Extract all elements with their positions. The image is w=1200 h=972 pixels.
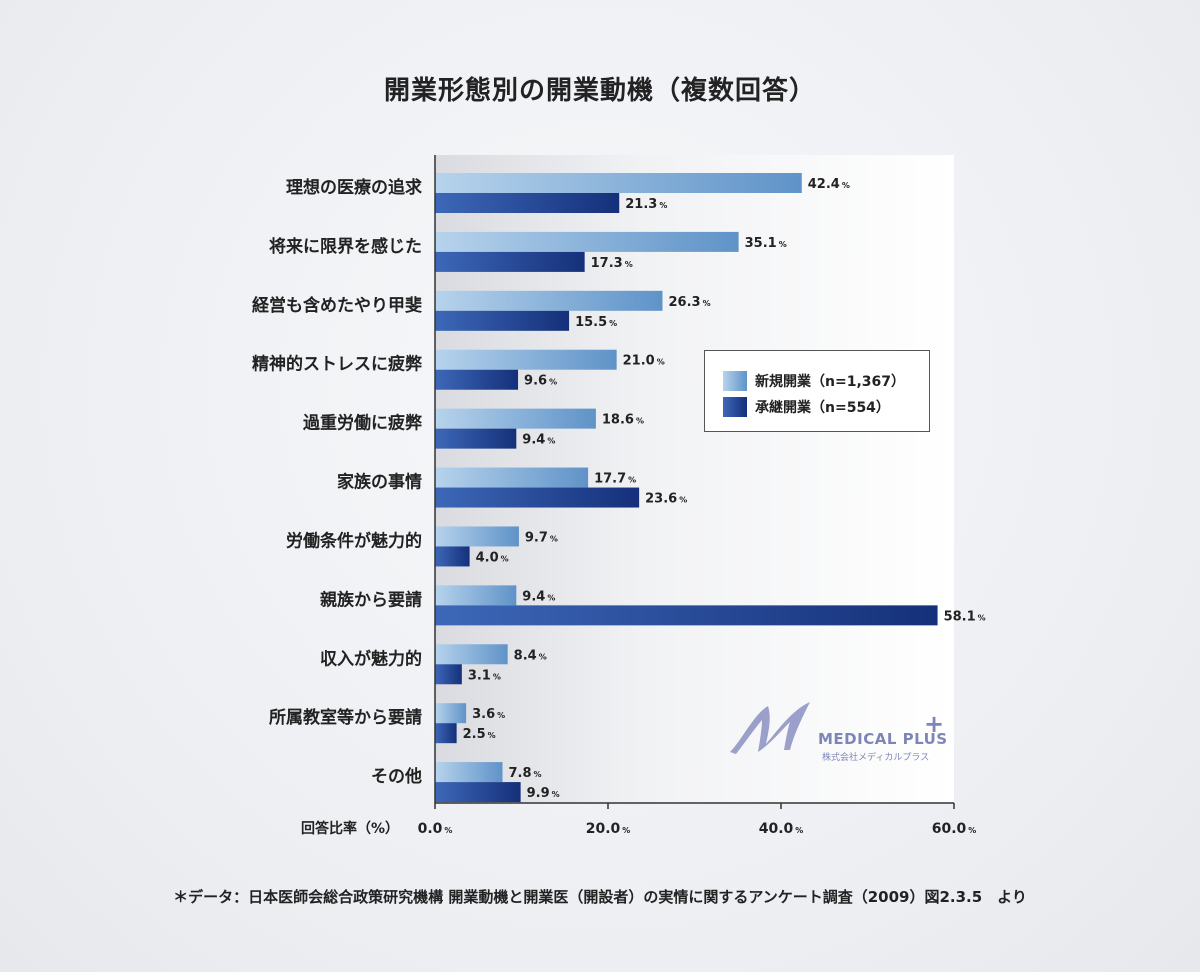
legend-swatch-new (723, 371, 747, 391)
bars-group: 42.4 % 21.3 % 35.1 % 17.3 % 26.3 % 15.5 % 21.0 % 9.6 % 1… (435, 173, 986, 803)
bar-succession (435, 605, 938, 626)
data-label: 58.1% (944, 609, 986, 624)
axes-group: 理想の医療の追求将来に限界を感じた経営も含めたやり甲斐精神的ストレスに疲弊過重労… (252, 155, 976, 837)
category-label: 家族の事情 (337, 472, 422, 493)
bar-succession (435, 428, 517, 449)
legend: 新規開業（n=1,367） 承継開業（n=554） (704, 350, 930, 432)
data-label: 9.7% (525, 530, 558, 545)
data-label: 18.6% (602, 413, 644, 428)
logo-text: MEDICAL PLUS (818, 730, 948, 748)
data-label: 9.4% (522, 433, 555, 448)
legend-label-succ: 承継開業（n=554） (755, 400, 890, 416)
x-tick-label: 40.0% (759, 821, 804, 837)
category-label: 精神的ストレスに疲弊 (252, 354, 423, 375)
data-label: 3.1% (468, 668, 501, 683)
x-tick-label: 0.0% (418, 821, 453, 837)
footnote: ＊データ：日本医師会総合政策研究機構 開業動機と開業医（開設者）の実情に関するア… (173, 888, 1027, 906)
x-tick-label: 20.0% (586, 821, 631, 837)
bar-succession (435, 546, 470, 567)
bar-succession (435, 369, 519, 390)
bar-new (435, 585, 517, 606)
category-label: 経営も含めたやり甲斐 (252, 295, 423, 316)
bar-new (435, 703, 467, 724)
category-label: 過重労働に疲弊 (303, 413, 423, 434)
bar-succession (435, 487, 640, 508)
x-tick-label: 60.0% (932, 821, 977, 837)
bar-new (435, 467, 589, 488)
data-label: 35.1% (745, 236, 787, 251)
data-label: 15.5% (575, 315, 617, 330)
bar-succession (435, 664, 462, 685)
bar-new (435, 762, 503, 783)
bar-new (435, 644, 508, 665)
chart-title: 開業形態別の開業動機（複数回答） (383, 76, 816, 106)
category-label: その他 (371, 766, 422, 787)
legend-swatch-succ (723, 397, 747, 417)
legend-item-new: 新規開業（n=1,367） (723, 370, 905, 392)
bar-new (435, 408, 596, 429)
data-label: 21.3% (625, 197, 667, 212)
data-label: 23.6% (645, 492, 687, 507)
bar-succession (435, 782, 521, 803)
category-label: 労働条件が魅力的 (286, 530, 422, 551)
data-label: 4.0% (476, 550, 509, 565)
bar-succession (435, 193, 620, 213)
bar-new (435, 173, 802, 193)
bar-succession (435, 310, 570, 331)
bar-succession (435, 251, 585, 272)
data-label: 17.3% (591, 256, 633, 271)
bar-new (435, 526, 519, 547)
bar-new (435, 290, 663, 311)
data-label: 9.4% (522, 589, 555, 604)
legend-item-succ: 承継開業（n=554） (723, 396, 890, 418)
medical-plus-logo: + MEDICAL PLUS 株式会社メディカルプラス (728, 700, 948, 770)
data-label: 7.8% (508, 766, 541, 781)
data-label: 26.3% (668, 295, 710, 310)
data-label: 9.6% (524, 374, 557, 389)
logo-subtext: 株式会社メディカルプラス (822, 753, 930, 763)
category-label: 理想の医療の追求 (286, 177, 422, 198)
data-label: 2.5% (463, 727, 496, 742)
category-label: 将来に限界を感じた (269, 236, 422, 257)
category-label: 収入が魅力的 (320, 648, 422, 669)
bar-new (435, 349, 617, 370)
data-label: 3.6% (472, 707, 505, 722)
category-label: 所属教室等から要請 (269, 707, 422, 728)
data-label: 9.9% (527, 786, 560, 801)
data-label: 42.4% (808, 177, 850, 192)
data-label: 21.0% (623, 354, 665, 369)
logo-plus: + (924, 710, 945, 738)
x-axis-title: 回答比率（%） (301, 820, 399, 837)
category-label: 親族から要請 (320, 589, 422, 610)
data-label: 17.7% (594, 472, 636, 487)
data-label: 8.4% (514, 648, 547, 663)
bar-new (435, 231, 739, 252)
bar-succession (435, 723, 457, 744)
legend-label-new: 新規開業（n=1,367） (755, 374, 905, 390)
logo-mark-icon (730, 702, 810, 754)
